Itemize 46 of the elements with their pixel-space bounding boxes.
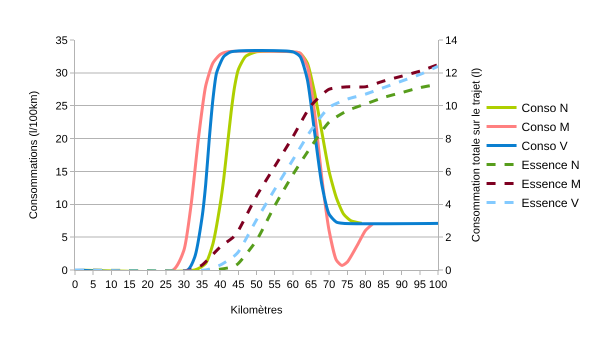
x-tick-label: 25 [160, 279, 172, 292]
x-tick-label: 40 [214, 279, 226, 292]
y2-tick-label: 14 [445, 34, 458, 47]
legend-label: Conso N [522, 101, 568, 116]
y-tick-label: 25 [56, 100, 68, 113]
legend-label: Essence M [522, 177, 581, 192]
x-tick-label: 75 [341, 279, 354, 292]
y2-tick-label: 10 [445, 100, 458, 113]
y-axis-title: Consommations (l/100km) [28, 90, 40, 220]
x-tick-label: 70 [322, 279, 336, 292]
x-tick-label: 95 [414, 279, 426, 292]
y2-tick-label: 6 [445, 166, 452, 178]
y2-tick-label: 8 [445, 133, 452, 146]
y-tick-label: 20 [56, 133, 68, 146]
x-tick-label: 65 [304, 279, 318, 292]
y-tick-label: 35 [56, 34, 68, 47]
x-tick-label: 5 [90, 279, 96, 292]
x-tick-label: 35 [196, 279, 208, 292]
y2-tick-label: 2 [445, 232, 452, 244]
legend-label: Conso V [522, 139, 568, 154]
y2-tick-label: 0 [445, 264, 452, 277]
x-tick-label: 60 [286, 279, 299, 292]
x-tick-label: 10 [105, 279, 118, 292]
x-tick-label: 15 [123, 279, 136, 292]
y-tick-label: 30 [56, 68, 68, 80]
x-tick-label: 90 [396, 279, 408, 292]
x-tick-label: 80 [359, 279, 372, 292]
x-axis-title: Kilomètres [230, 304, 283, 316]
legend-label: Essence N [522, 158, 580, 172]
y2-tick-label: 12 [445, 68, 458, 80]
y2-axis-title: Consommation totale sur le trajet (l) [470, 68, 483, 242]
x-tick-label: 55 [268, 279, 281, 292]
y2-tick-label: 4 [445, 199, 452, 212]
x-tick-label: 0 [72, 279, 78, 292]
x-tick-label: 100 [428, 279, 448, 292]
x-tick-label: 30 [178, 279, 190, 292]
y-tick-label: 10 [56, 199, 68, 212]
legend-label: Conso M [522, 120, 570, 134]
y-tick-label: 5 [62, 232, 68, 244]
x-tick-label: 20 [141, 279, 154, 292]
x-tick-label: 50 [250, 279, 263, 292]
y-tick-label: 0 [62, 264, 68, 277]
y-tick-label: 15 [56, 166, 68, 178]
x-tick-label: 85 [377, 279, 390, 292]
legend-label: Essence V [522, 196, 579, 210]
x-tick-label: 45 [232, 279, 244, 292]
